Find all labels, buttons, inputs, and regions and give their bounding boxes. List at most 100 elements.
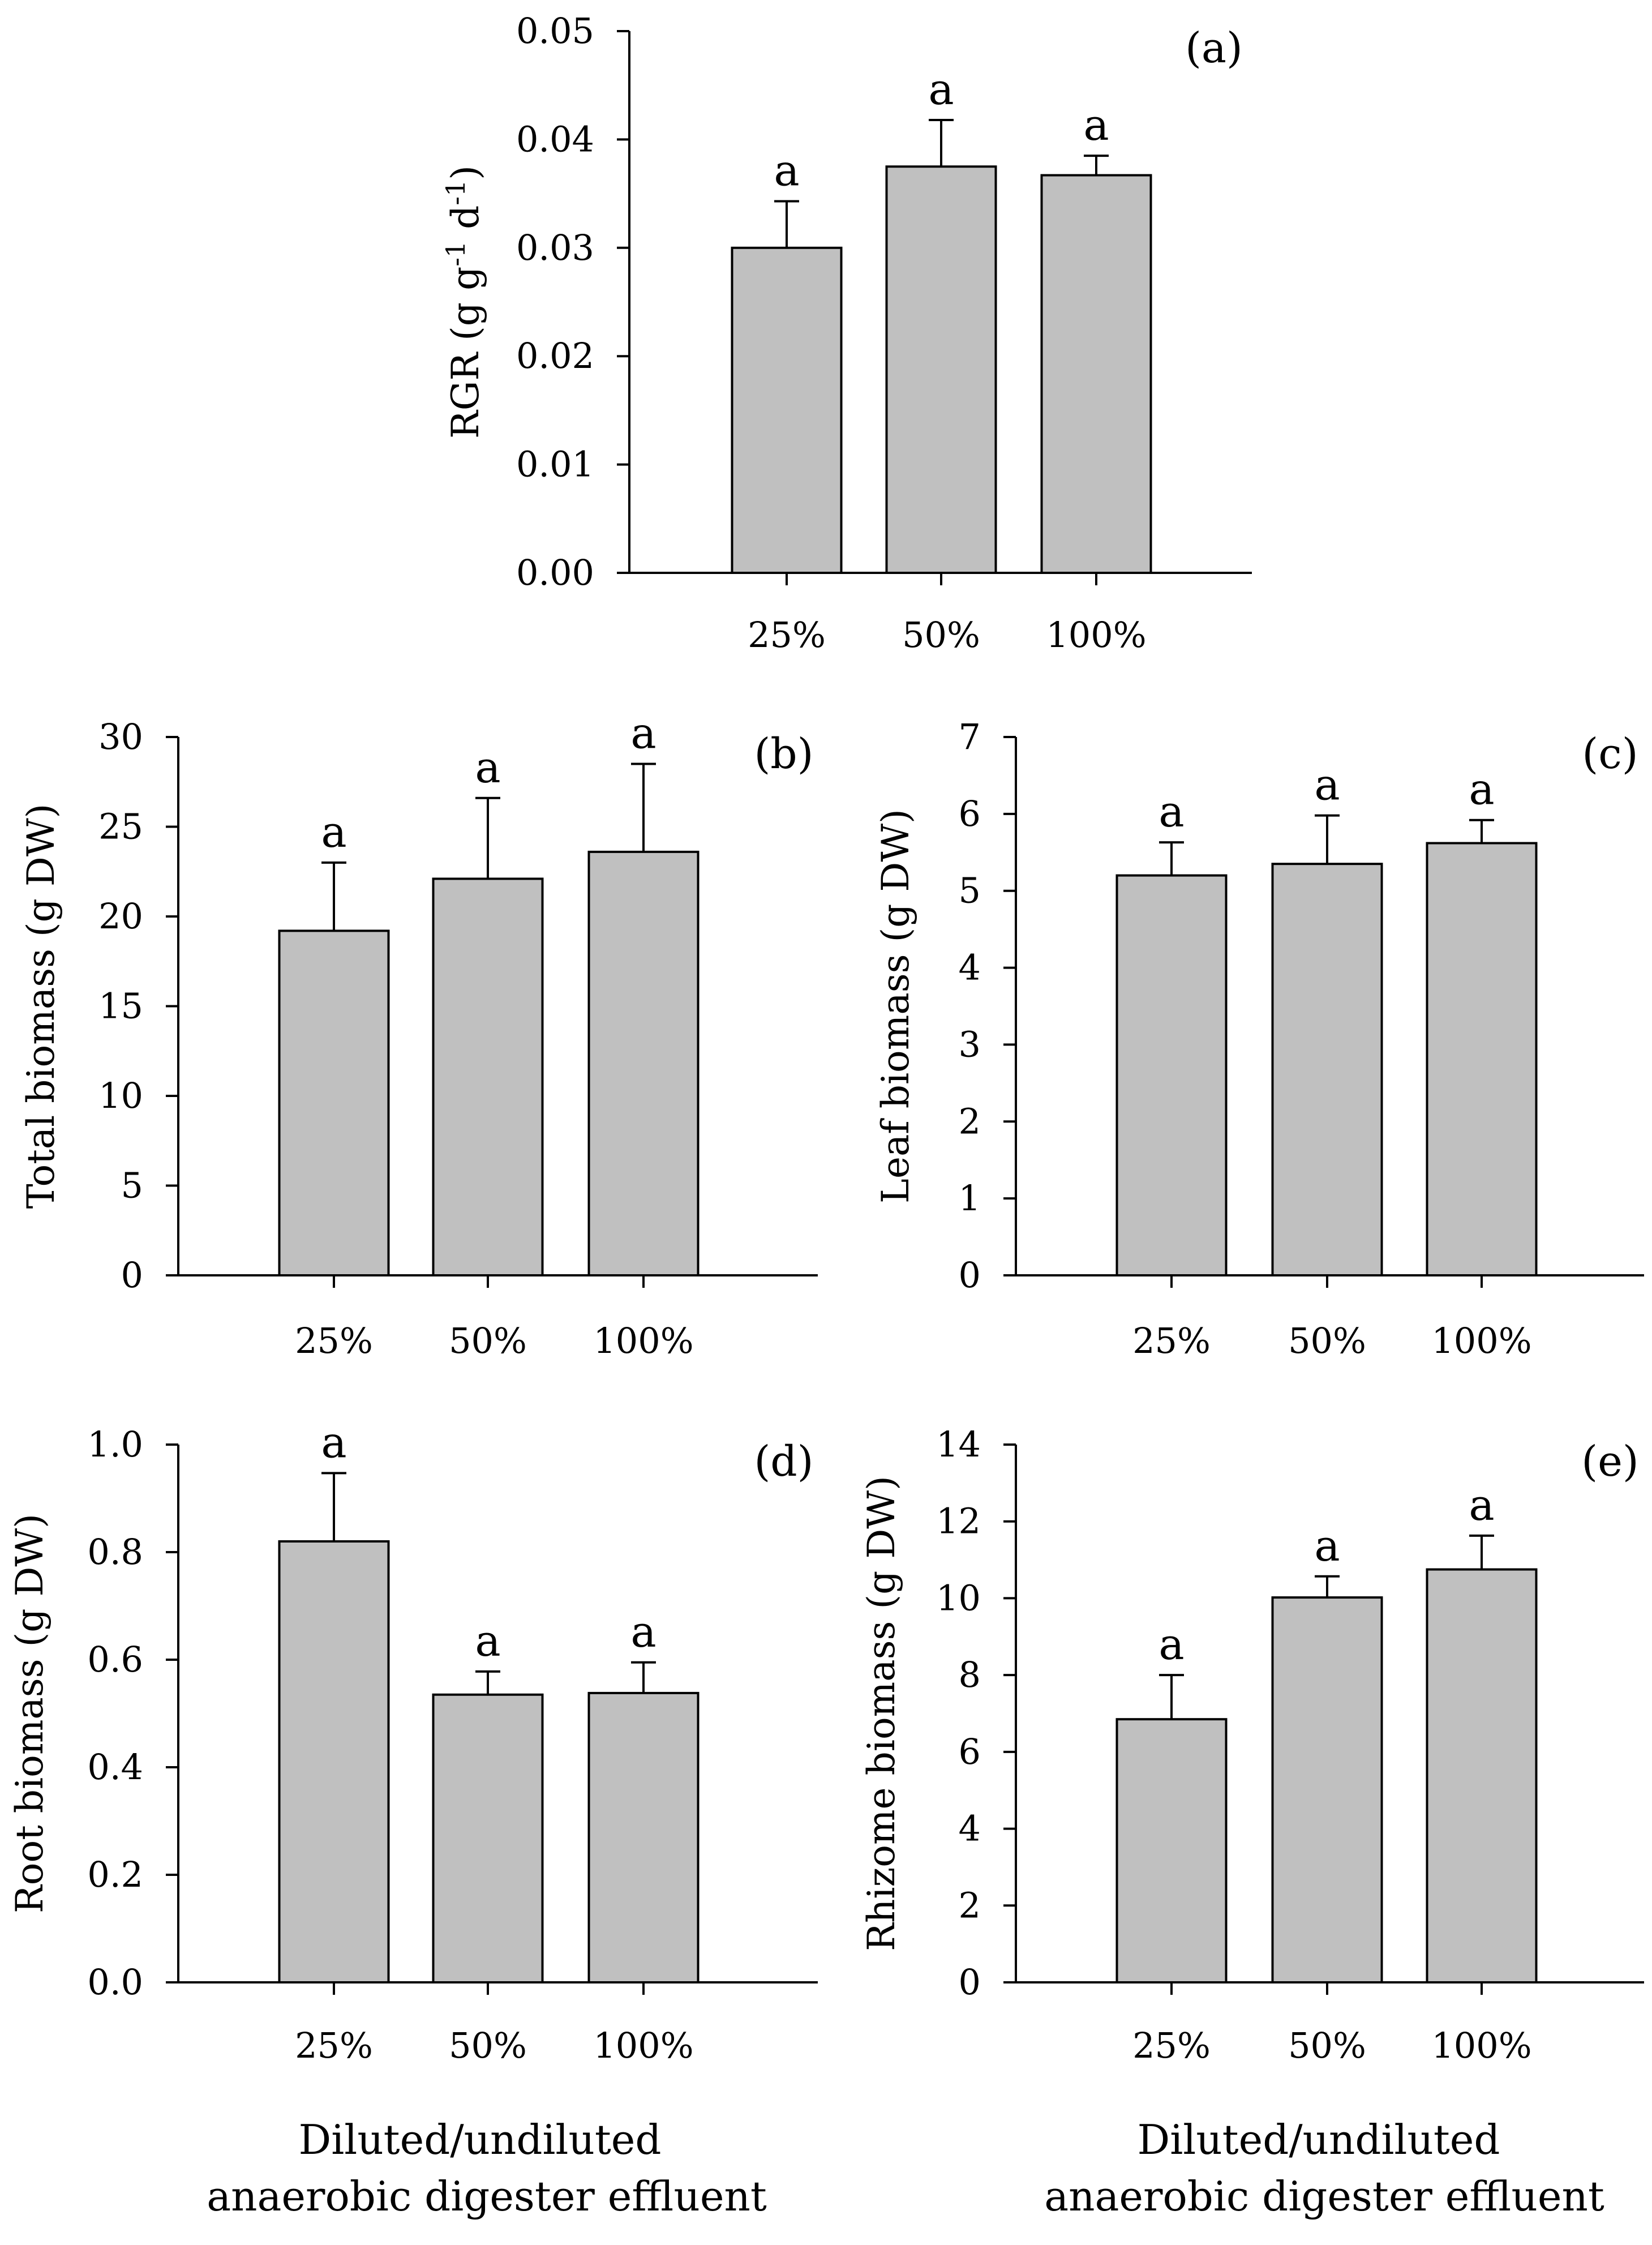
y-axis-title-part: d [444, 205, 487, 241]
y-axis-title-part: RGR (g g [444, 267, 487, 439]
y-tick-label: 20 [98, 896, 143, 937]
significance-letter: a [475, 1616, 500, 1666]
significance-letter: a [475, 742, 500, 792]
panel-tag: (b) [754, 730, 813, 778]
bar [1426, 1568, 1538, 1983]
significance-letter: a [630, 1606, 656, 1657]
significance-letter: a [321, 807, 346, 857]
y-axis-title: Total biomass (g DW) [19, 804, 63, 1209]
significance-letter: a [1158, 1619, 1184, 1669]
bar [731, 246, 843, 574]
y-tick-label: 5 [959, 870, 981, 911]
y-tick-label: 10 [936, 1577, 981, 1618]
panel-tag: (c) [1582, 730, 1638, 778]
bar [587, 1691, 700, 1983]
panel-tag: (e) [1581, 1437, 1639, 1486]
y-tick-label: 0 [959, 1961, 981, 2003]
significance-letter: a [1314, 760, 1340, 810]
bar [278, 929, 390, 1276]
chart-panel-3: 0 1 2 3 4 5 6 7 a 25% a 50% a 100% (c) Leaf biomass (g … [874, 716, 1644, 1361]
y-axis-title: Leaf biomass (g DW) [874, 809, 917, 1203]
y-tick-label: 12 [936, 1501, 981, 1542]
y-tick-label: 2 [959, 1100, 981, 1142]
significance-letter: a [1314, 1520, 1340, 1571]
x-axis-title-line1-right: Diluted/undiluted [1138, 2116, 1500, 2163]
y-axis-title-part: -1 [440, 180, 471, 205]
bar [1115, 874, 1228, 1276]
y-axis-title: Rhizome biomass (g DW) [860, 1476, 903, 1951]
y-tick-label: 10 [98, 1075, 143, 1116]
x-tick-label: 50% [1288, 1320, 1366, 1361]
x-tick-label: 50% [449, 2025, 527, 2066]
y-tick-label: 2 [959, 1884, 981, 1926]
x-tick-label: 50% [902, 614, 980, 655]
y-tick-label: 7 [959, 716, 981, 757]
y-tick-label: 0.01 [516, 444, 594, 485]
chart-panel-2: 0 5 10 15 20 25 30 a 25% a 50% a 100% (b) Total biomas… [19, 708, 818, 1361]
x-tick-label: 50% [449, 1320, 527, 1361]
x-tick-label: 25% [1132, 2025, 1211, 2066]
chart-panel-5: 0 2 4 6 8 10 12 14 a 25% a 50% a 100% (e) Rhizome bioma… [860, 1424, 1644, 2066]
x-tick-label: 50% [1288, 2025, 1366, 2066]
y-tick-label: 0.05 [516, 10, 594, 52]
chart-panel-4: 0.0 0.2 0.4 0.6 0.8 1.0 a 25% a 50% a 100% (d) Root b… [8, 1417, 818, 2066]
y-tick-label: 0.2 [87, 1854, 143, 1895]
x-axis-title-line2-right: anaerobic digester effluent [1044, 2173, 1604, 2220]
y-tick-label: 0.8 [87, 1531, 143, 1573]
significance-letter: a [1469, 1480, 1494, 1530]
y-tick-label: 1.0 [87, 1424, 143, 1465]
y-tick-label: 0.02 [516, 335, 594, 376]
y-tick-label: 0 [121, 1254, 143, 1296]
x-axis-title-line2-left: anaerobic digester effluent [207, 2173, 767, 2220]
y-tick-label: 3 [959, 1023, 981, 1065]
y-tick-label: 6 [959, 793, 981, 834]
bar [1040, 174, 1152, 574]
bar [587, 850, 700, 1276]
x-tick-label: 25% [1132, 1320, 1211, 1361]
panel-tag: (a) [1185, 24, 1243, 72]
y-tick-label: 30 [98, 716, 143, 757]
significance-letter: a [928, 64, 954, 114]
bar [1426, 842, 1538, 1277]
y-axis-title: RGR (g g-1 d-1) [440, 165, 487, 439]
bar [432, 877, 544, 1277]
bar [885, 165, 997, 574]
y-axis-title-part: ) [444, 165, 487, 180]
panel-tag: (d) [754, 1437, 813, 1486]
y-tick-label: 8 [959, 1654, 981, 1695]
x-tick-label: 100% [1431, 2025, 1531, 2066]
significance-letter: a [630, 708, 656, 759]
x-tick-label: 100% [593, 2025, 693, 2066]
bar [1115, 1718, 1228, 1983]
x-tick-label: 100% [593, 1320, 693, 1361]
chart-panel-1: 0.00 0.01 0.02 0.03 0.04 0.05 a 25% a 50% a 100% (a)… [440, 10, 1252, 655]
y-tick-label: 1 [959, 1177, 981, 1219]
y-tick-label: 4 [959, 1808, 981, 1849]
significance-letter: a [321, 1417, 346, 1467]
bar [432, 1693, 544, 1983]
x-tick-label: 100% [1431, 1320, 1531, 1361]
y-tick-label: 0.6 [87, 1639, 143, 1680]
y-tick-label: 0.03 [516, 227, 594, 268]
x-tick-label: 25% [295, 1320, 373, 1361]
x-axis-title-line1-left: Diluted/undiluted [299, 2116, 662, 2163]
y-tick-label: 0.0 [87, 1961, 143, 2003]
significance-letter: a [1083, 100, 1109, 150]
y-tick-label: 0.04 [516, 118, 594, 160]
y-tick-label: 25 [98, 806, 143, 847]
y-tick-label: 14 [936, 1424, 981, 1465]
bar [1271, 1596, 1383, 1984]
significance-letter: a [774, 145, 799, 195]
x-tick-label: 100% [1046, 614, 1146, 655]
significance-letter: a [1158, 786, 1184, 837]
bar [278, 1540, 390, 1983]
bar [1271, 863, 1383, 1276]
y-tick-label: 15 [98, 986, 143, 1027]
significance-letter: a [1469, 764, 1494, 815]
x-tick-label: 25% [748, 614, 826, 655]
y-axis-title-part: -1 [440, 241, 471, 267]
y-tick-label: 0.00 [516, 552, 594, 593]
y-tick-label: 5 [121, 1165, 143, 1206]
